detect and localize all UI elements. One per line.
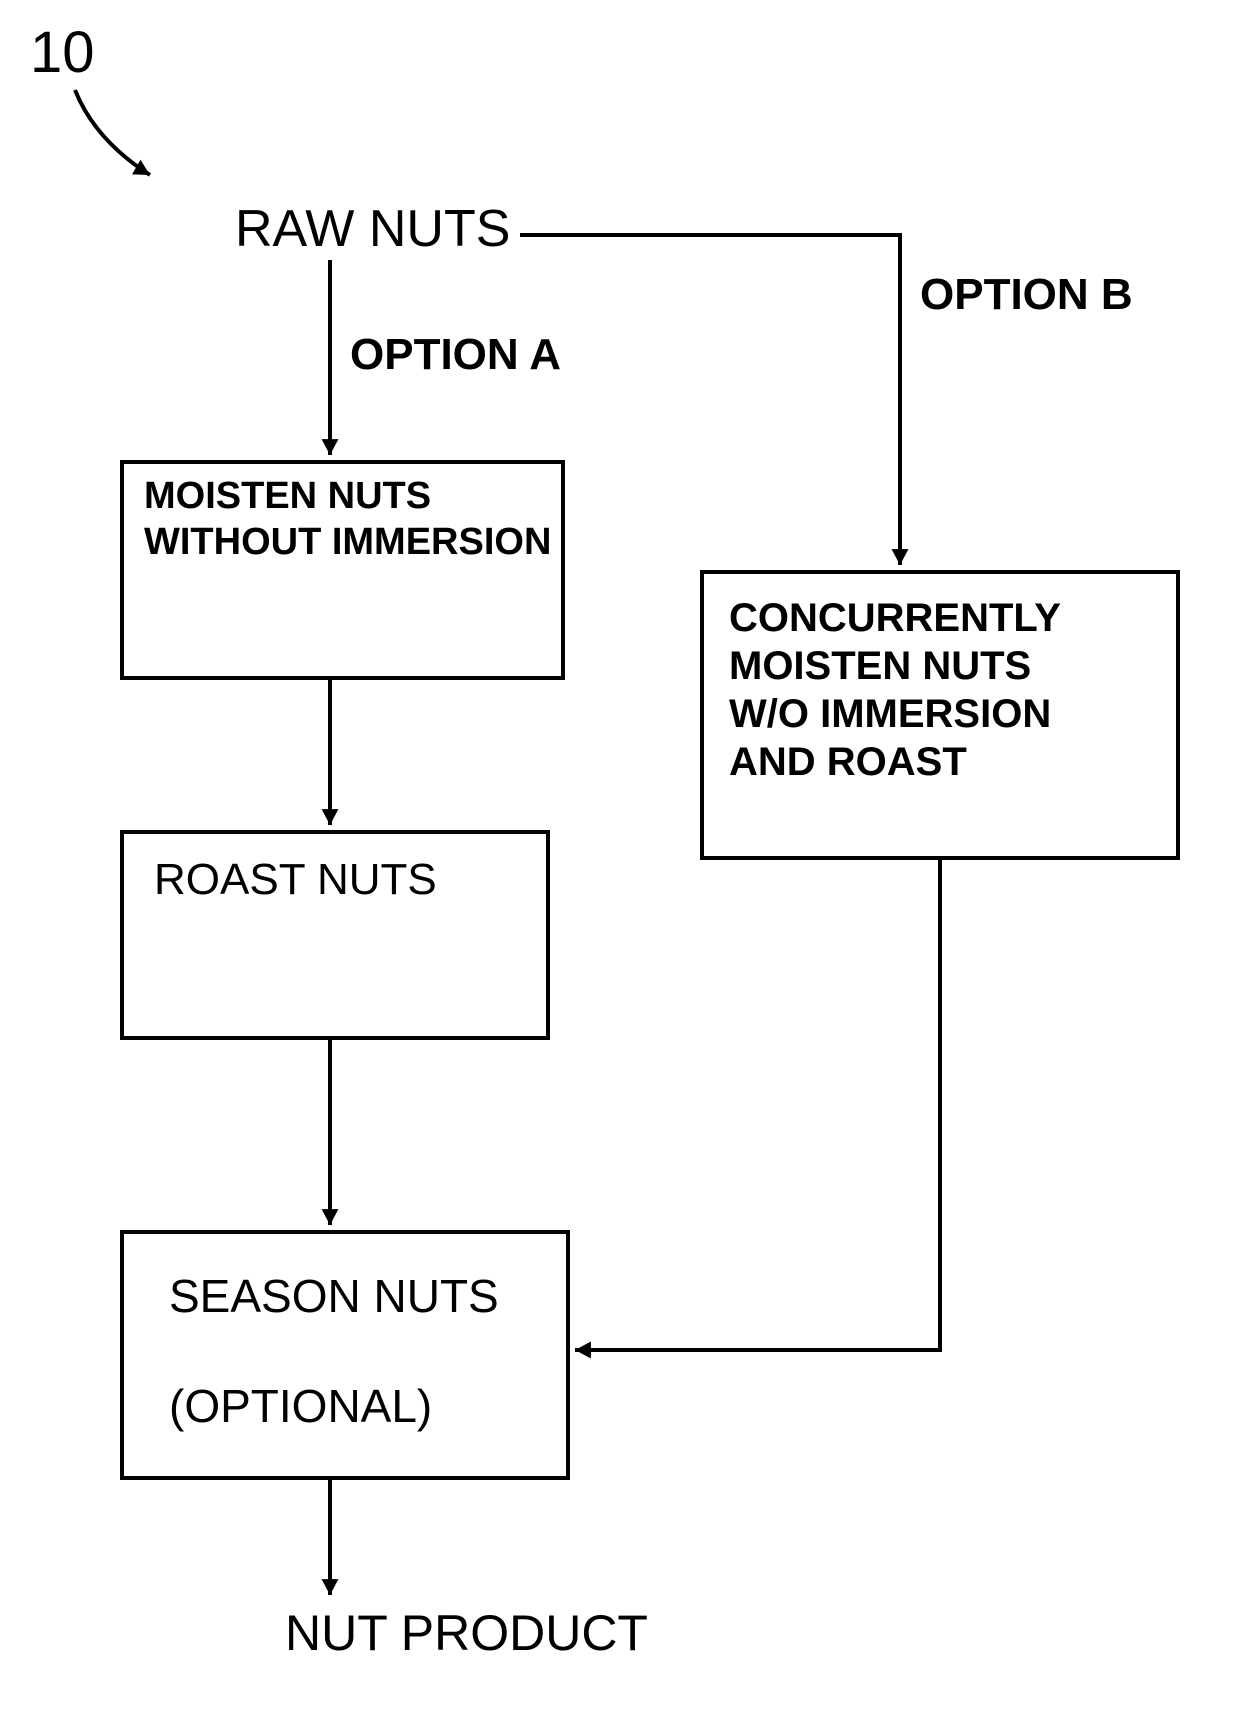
concurrent-box-text: CONCURRENTLYMOISTEN NUTSW/O IMMERSIONAND…	[729, 594, 1061, 786]
moisten-box: MOISTEN NUTSWITHOUT IMMERSION	[120, 460, 565, 680]
roast-box-text: ROAST NUTS	[154, 854, 437, 907]
roast-box: ROAST NUTS	[120, 830, 550, 1040]
flowchart-canvas: 10 RAW NUTS OPTION A OPTION B NUT PRODUC…	[0, 0, 1254, 1711]
edge-moisten-to-roast-arrowhead	[322, 809, 339, 825]
edge-concurrent-to-season-arrowhead	[575, 1342, 591, 1359]
concurrent-line-1: MOISTEN NUTS	[729, 642, 1061, 690]
edge-start-to-moisten-arrowhead	[322, 439, 339, 455]
season-line-2: (OPTIONAL)	[169, 1379, 499, 1434]
moisten-line-1: WITHOUT IMMERSION	[144, 520, 551, 566]
option-a-label: OPTION A	[350, 330, 561, 381]
figure-ref-arrow	[75, 90, 150, 175]
season-line-1	[169, 1324, 499, 1379]
concurrent-line-0: CONCURRENTLY	[729, 594, 1061, 642]
roast-line-0: ROAST NUTS	[154, 854, 437, 907]
season-line-0: SEASON NUTS	[169, 1269, 499, 1324]
moisten-box-text: MOISTEN NUTSWITHOUT IMMERSION	[144, 474, 551, 565]
edge-concurrent-to-season	[575, 860, 940, 1350]
concurrent-line-3: AND ROAST	[729, 738, 1061, 786]
start-label: RAW NUTS	[235, 200, 510, 260]
season-box: SEASON NUTS (OPTIONAL)	[120, 1230, 570, 1480]
edge-start-to-optionb-arrowhead	[892, 549, 909, 565]
season-box-text: SEASON NUTS (OPTIONAL)	[169, 1269, 499, 1435]
figure-ref-label: 10	[30, 20, 95, 87]
concurrent-line-2: W/O IMMERSION	[729, 690, 1061, 738]
edge-start-to-optionb	[520, 235, 900, 565]
edge-roast-to-season-arrowhead	[322, 1209, 339, 1225]
moisten-line-0: MOISTEN NUTS	[144, 474, 551, 520]
end-label: NUT PRODUCT	[285, 1605, 648, 1663]
concurrent-box: CONCURRENTLYMOISTEN NUTSW/O IMMERSIONAND…	[700, 570, 1180, 860]
option-b-label: OPTION B	[920, 270, 1133, 321]
edge-season-to-end-arrowhead	[322, 1579, 339, 1595]
